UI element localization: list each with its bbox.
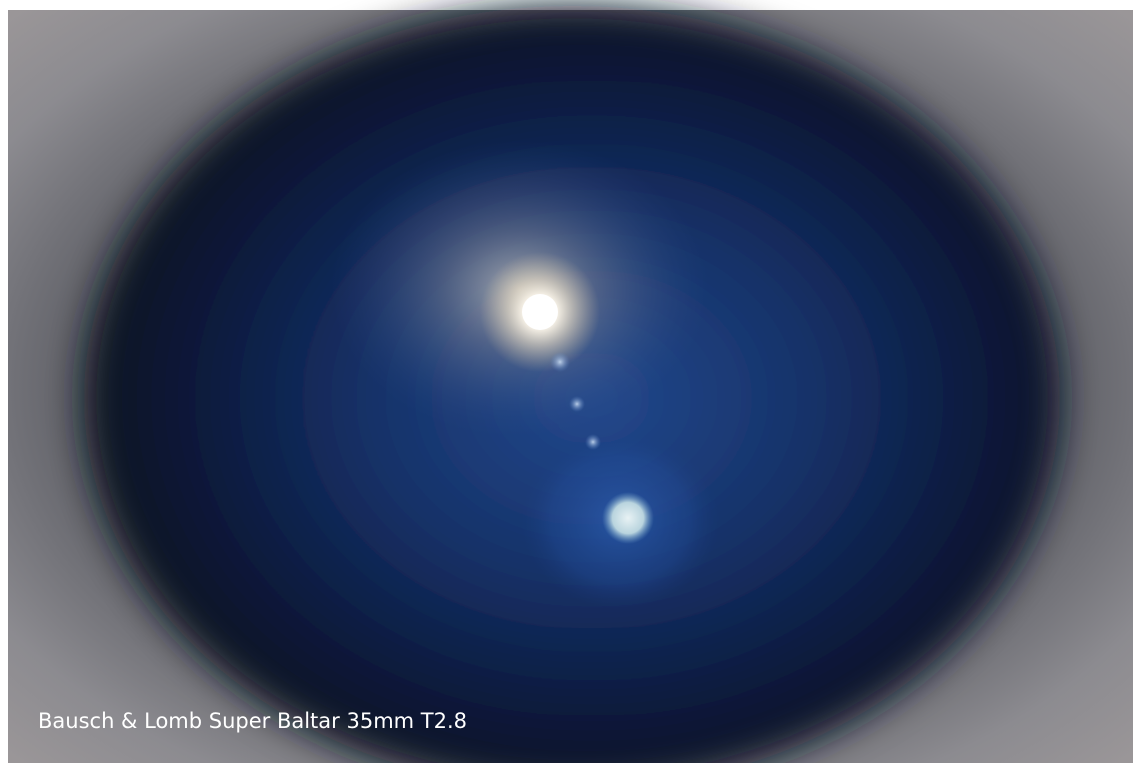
ghost-spot [602, 492, 654, 544]
caption: Bausch & Lomb Super Baltar 35mm T2.8 [38, 709, 467, 733]
sun-core [522, 294, 558, 330]
ghost-dot [585, 434, 601, 450]
ghost-dot [550, 352, 570, 372]
ghost-dot [569, 396, 585, 412]
